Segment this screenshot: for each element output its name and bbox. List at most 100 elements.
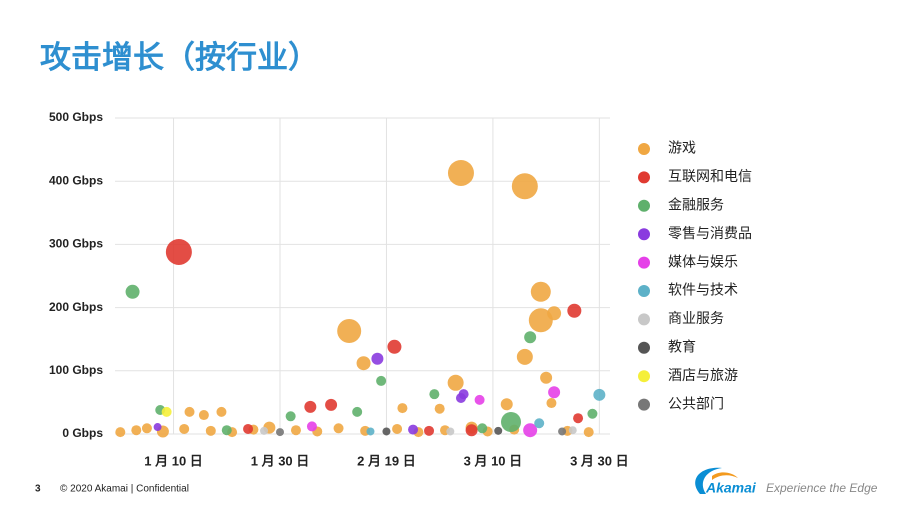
bubble [184,406,195,417]
legend-marker [638,143,650,155]
bubble [356,356,371,371]
tagline: Experience the Edge [766,481,878,495]
y-tick-label: 300 Gbps [49,237,103,251]
bubble [477,423,488,434]
x-tick-label: 2 月 19 日 [357,453,416,468]
legend-label: 互联网和电信 [668,168,752,184]
bubble [387,339,402,354]
bubble [511,173,538,200]
legend-marker [638,398,650,411]
y-tick-label: 500 Gbps [49,110,103,124]
legend-marker [638,313,650,326]
bubble [546,398,557,409]
bubble [500,398,513,411]
bubble [528,308,553,333]
bubble [285,411,296,422]
bubble [501,411,521,432]
legend-label: 零售与消费品 [668,225,752,241]
legend-label: 游戏 [668,140,696,156]
bubble [205,425,216,436]
legend-marker [638,256,650,269]
bubble [306,421,317,432]
bubble [216,406,227,417]
bubble [583,427,594,438]
legend-marker [638,228,650,241]
logo: Akamai [705,480,757,496]
legend-marker [638,341,650,354]
bubble [530,281,551,302]
bubble [325,398,338,411]
legend-marker [638,370,650,383]
bubble [434,403,445,414]
y-tick-label: 100 Gbps [49,363,103,377]
bubble [465,424,478,437]
bubble [276,428,284,437]
bubble [548,386,561,399]
y-tick-label: 0 Gbps [62,426,103,440]
bubble [455,392,466,403]
bubble [446,427,455,436]
bubble [474,394,485,405]
legend-marker [638,199,650,212]
bubble [523,423,538,438]
x-tick-label: 1 月 30 日 [251,453,310,468]
legend-label: 教育 [668,339,696,355]
bubble [568,426,577,435]
bubble [153,423,162,432]
logo-wave [712,472,738,480]
bubble [179,423,190,434]
bubble [243,423,254,434]
bubble [397,403,408,414]
bubble [587,408,598,419]
y-tick-label: 200 Gbps [49,300,103,314]
x-tick-label: 1 月 10 日 [144,453,203,468]
x-tick-label: 3 月 10 日 [464,453,523,468]
page-number: 3 [35,484,41,495]
bubble [260,426,269,435]
bubble [447,374,464,391]
bubble [382,427,391,436]
bubble [540,371,553,384]
bubble [424,425,435,436]
bubble [376,375,387,386]
legend-marker [638,285,650,297]
bubble [115,427,126,438]
bubble [516,348,533,365]
copyright: © 2020 Akamai | Confidential [60,484,189,495]
bubble [593,388,606,401]
bubble [573,413,584,424]
bubble [290,425,301,436]
x-tick-label: 3 月 30 日 [570,453,629,468]
bubble [392,423,403,434]
legend-marker [638,171,650,184]
legend-label: 酒店与旅游 [668,367,738,383]
bubble [558,427,567,436]
bubble [429,389,440,400]
bubble [161,406,172,417]
bubble [141,423,152,434]
bubble [125,284,140,299]
bubble [352,406,363,417]
logo-wave [695,467,722,494]
bubble [366,427,375,436]
legend-label: 商业服务 [668,310,724,326]
plot: 0 Gbps 100 Gbps 200 Gbps 300 Gbps 400 Gbps 50… [49,110,752,468]
y-tick-label: 400 Gbps [49,173,103,187]
legend-label: 公共部门 [668,395,724,411]
chart-title: 攻击增长（按行业） [40,40,319,75]
legend-label: 金融服务 [668,197,724,213]
bubble [524,331,537,344]
bubble [198,410,209,421]
bubble [371,352,384,365]
legend-label: 软件与技术 [668,282,738,298]
bubble [333,423,344,434]
bubble [131,425,142,436]
bubble [447,159,474,186]
bubble [567,303,582,318]
bubble [337,318,362,343]
legend-label: 媒体与娱乐 [668,253,738,269]
bubble [221,425,232,436]
bubble [547,306,562,321]
